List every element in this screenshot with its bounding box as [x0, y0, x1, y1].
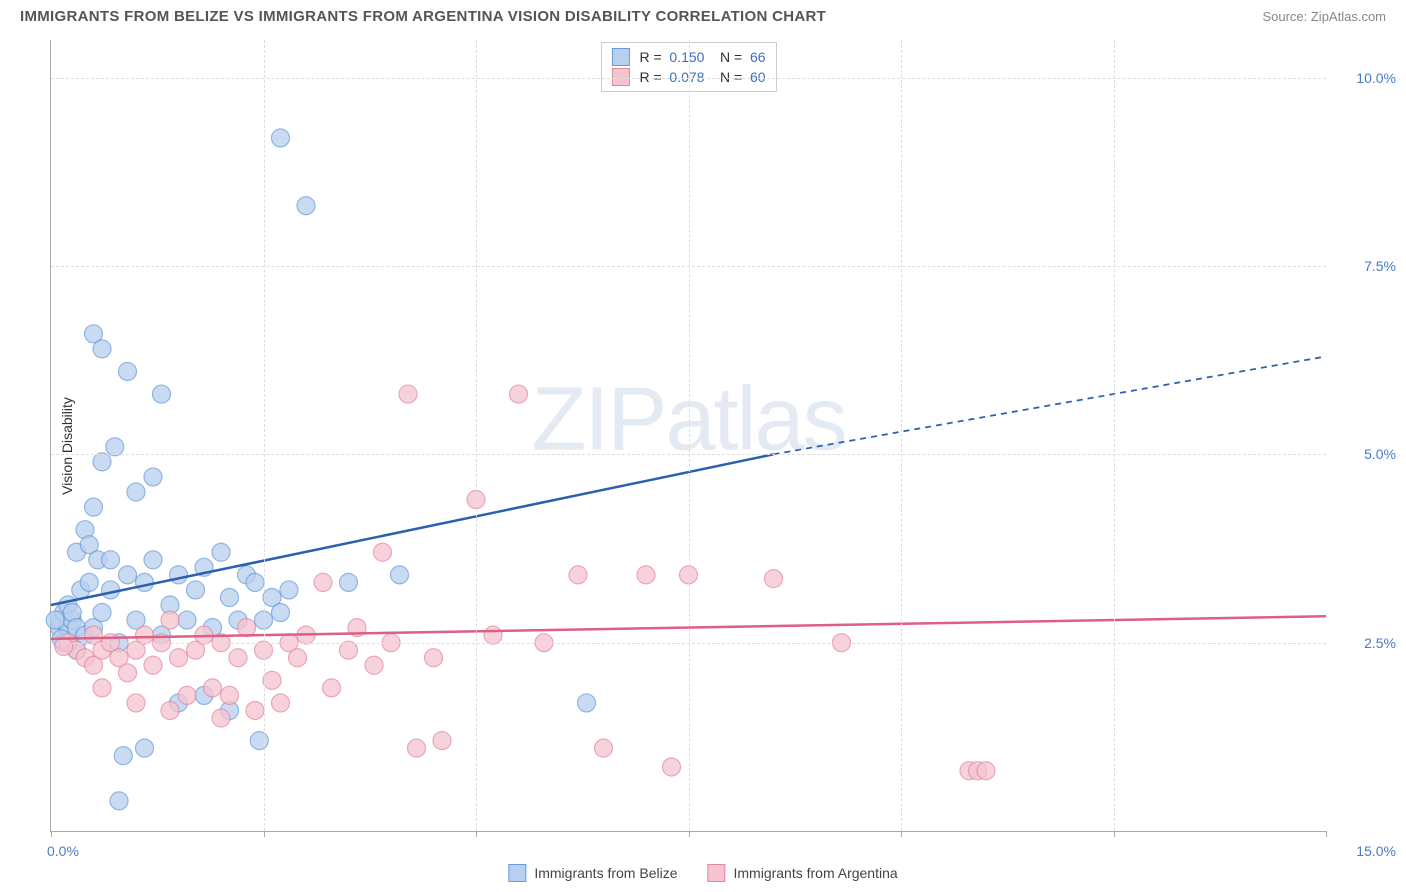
scatter-point	[153, 385, 171, 403]
scatter-point	[119, 566, 137, 584]
scatter-point	[280, 581, 298, 599]
scatter-point	[484, 626, 502, 644]
scatter-point	[637, 566, 655, 584]
scatter-point	[221, 588, 239, 606]
scatter-point	[46, 611, 64, 629]
x-tick-mark	[1114, 831, 1115, 837]
scatter-point	[578, 694, 596, 712]
x-tick-mark	[1326, 831, 1327, 837]
source-label: Source: ZipAtlas.com	[1262, 9, 1386, 24]
scatter-point	[340, 573, 358, 591]
scatter-point	[221, 686, 239, 704]
scatter-point	[297, 197, 315, 215]
gridline-v	[1114, 40, 1115, 831]
x-tick-mark	[901, 831, 902, 837]
scatter-point	[399, 385, 417, 403]
scatter-point	[102, 581, 120, 599]
gridline-v	[689, 40, 690, 831]
scatter-point	[178, 611, 196, 629]
scatter-point	[85, 498, 103, 516]
scatter-point	[314, 573, 332, 591]
legend-item: Immigrants from Belize	[508, 864, 677, 882]
scatter-point	[136, 573, 154, 591]
scatter-point	[161, 611, 179, 629]
legend-item: Immigrants from Argentina	[707, 864, 897, 882]
scatter-point	[212, 543, 230, 561]
legend-label: Immigrants from Belize	[534, 865, 677, 881]
scatter-point	[127, 694, 145, 712]
scatter-point	[93, 453, 111, 471]
legend-label: Immigrants from Argentina	[733, 865, 897, 881]
y-tick-label: 7.5%	[1336, 258, 1396, 274]
scatter-point	[391, 566, 409, 584]
scatter-point	[569, 566, 587, 584]
scatter-point	[106, 438, 124, 456]
scatter-point	[93, 679, 111, 697]
x-tick-mark	[51, 831, 52, 837]
scatter-point	[119, 362, 137, 380]
scatter-point	[80, 573, 98, 591]
scatter-point	[55, 637, 73, 655]
scatter-point	[144, 551, 162, 569]
x-tick-mark	[476, 831, 477, 837]
chart-plot-area: ZIPatlas R = 0.150 N = 66 R = 0.078 N = …	[50, 40, 1326, 832]
scatter-point	[161, 701, 179, 719]
y-tick-label: 5.0%	[1336, 446, 1396, 462]
scatter-point	[187, 581, 205, 599]
scatter-point	[93, 604, 111, 622]
gridline-v	[901, 40, 902, 831]
scatter-point	[510, 385, 528, 403]
scatter-point	[595, 739, 613, 757]
scatter-point	[977, 762, 995, 780]
scatter-point	[136, 739, 154, 757]
scatter-point	[212, 709, 230, 727]
scatter-point	[408, 739, 426, 757]
scatter-point	[433, 732, 451, 750]
chart-title: IMMIGRANTS FROM BELIZE VS IMMIGRANTS FRO…	[20, 8, 826, 25]
scatter-point	[272, 604, 290, 622]
scatter-point	[93, 340, 111, 358]
gridline-v	[264, 40, 265, 831]
scatter-point	[425, 649, 443, 667]
scatter-point	[246, 701, 264, 719]
scatter-point	[365, 656, 383, 674]
scatter-point	[374, 543, 392, 561]
swatch-icon	[508, 864, 526, 882]
legend-series: Immigrants from Belize Immigrants from A…	[508, 864, 897, 882]
scatter-point	[170, 566, 188, 584]
scatter-point	[204, 679, 222, 697]
x-tick-mark	[689, 831, 690, 837]
scatter-point	[170, 649, 188, 667]
scatter-point	[246, 573, 264, 591]
scatter-point	[272, 694, 290, 712]
x-min-label: 0.0%	[47, 843, 79, 859]
scatter-point	[114, 747, 132, 765]
gridline-v	[476, 40, 477, 831]
scatter-point	[144, 656, 162, 674]
scatter-point	[136, 626, 154, 644]
scatter-point	[765, 570, 783, 588]
swatch-icon	[707, 864, 725, 882]
scatter-point	[340, 641, 358, 659]
y-tick-label: 10.0%	[1336, 70, 1396, 86]
scatter-point	[229, 649, 247, 667]
x-tick-mark	[264, 831, 265, 837]
scatter-point	[323, 679, 341, 697]
scatter-point	[289, 649, 307, 667]
regression-line-dashed	[774, 356, 1327, 454]
scatter-point	[663, 758, 681, 776]
scatter-point	[178, 686, 196, 704]
x-max-label: 15.0%	[1336, 843, 1396, 859]
scatter-point	[144, 468, 162, 486]
scatter-point	[263, 671, 281, 689]
y-tick-label: 2.5%	[1336, 635, 1396, 651]
scatter-point	[110, 792, 128, 810]
scatter-point	[127, 483, 145, 501]
scatter-point	[272, 129, 290, 147]
scatter-point	[102, 551, 120, 569]
scatter-point	[250, 732, 268, 750]
scatter-point	[238, 619, 256, 637]
scatter-point	[119, 664, 137, 682]
